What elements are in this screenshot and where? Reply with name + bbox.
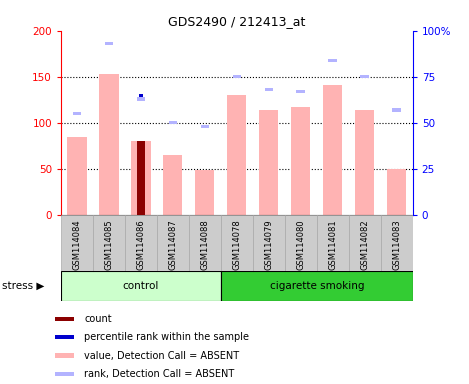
Text: stress ▶: stress ▶ xyxy=(2,281,45,291)
Bar xyxy=(136,97,145,101)
Text: GSM114082: GSM114082 xyxy=(360,220,369,270)
Bar xyxy=(55,316,74,321)
Text: GSM114078: GSM114078 xyxy=(232,220,242,270)
Text: GSM114088: GSM114088 xyxy=(200,220,209,270)
Bar xyxy=(227,95,246,215)
Bar xyxy=(393,108,401,112)
Bar xyxy=(233,75,241,78)
Bar xyxy=(317,215,349,271)
Bar xyxy=(168,121,177,124)
Bar xyxy=(68,137,87,215)
Bar xyxy=(163,155,182,215)
Text: cigarette smoking: cigarette smoking xyxy=(270,281,364,291)
Text: control: control xyxy=(123,281,159,291)
Bar xyxy=(136,141,145,215)
Title: GDS2490 / 212413_at: GDS2490 / 212413_at xyxy=(168,15,305,28)
Bar xyxy=(55,335,74,339)
Bar xyxy=(381,215,413,271)
Bar xyxy=(265,88,273,91)
Bar xyxy=(93,215,125,271)
Bar xyxy=(125,215,157,271)
Text: GSM114087: GSM114087 xyxy=(168,220,177,270)
Text: percentile rank within the sample: percentile rank within the sample xyxy=(84,332,249,342)
Bar xyxy=(361,75,369,78)
Bar xyxy=(99,74,119,215)
Bar xyxy=(73,112,81,115)
Bar xyxy=(55,372,74,376)
Text: GSM114081: GSM114081 xyxy=(328,220,337,270)
Bar xyxy=(221,215,253,271)
Bar xyxy=(291,107,310,215)
Bar xyxy=(61,215,93,271)
Text: GSM114080: GSM114080 xyxy=(296,220,305,270)
Bar xyxy=(201,125,209,128)
Bar xyxy=(296,90,305,93)
Bar xyxy=(259,110,279,215)
Text: GSM114085: GSM114085 xyxy=(105,220,113,270)
Bar xyxy=(61,271,221,301)
Bar xyxy=(189,215,221,271)
Text: GSM114084: GSM114084 xyxy=(72,220,82,270)
Bar xyxy=(55,353,74,358)
Bar xyxy=(323,85,342,215)
Bar xyxy=(285,215,317,271)
Text: GSM114086: GSM114086 xyxy=(136,220,145,270)
Bar xyxy=(355,110,374,215)
Bar xyxy=(387,169,406,215)
Bar xyxy=(253,215,285,271)
Text: count: count xyxy=(84,314,112,324)
Bar xyxy=(157,215,189,271)
Bar xyxy=(139,94,143,97)
Text: value, Detection Call = ABSENT: value, Detection Call = ABSENT xyxy=(84,351,239,361)
Text: GSM114083: GSM114083 xyxy=(392,220,401,270)
Bar xyxy=(195,170,214,215)
Bar xyxy=(349,215,381,271)
Bar xyxy=(131,141,151,215)
Bar xyxy=(221,271,413,301)
Text: rank, Detection Call = ABSENT: rank, Detection Call = ABSENT xyxy=(84,369,234,379)
Bar xyxy=(328,59,337,62)
Text: GSM114079: GSM114079 xyxy=(265,220,273,270)
Bar xyxy=(105,42,113,45)
